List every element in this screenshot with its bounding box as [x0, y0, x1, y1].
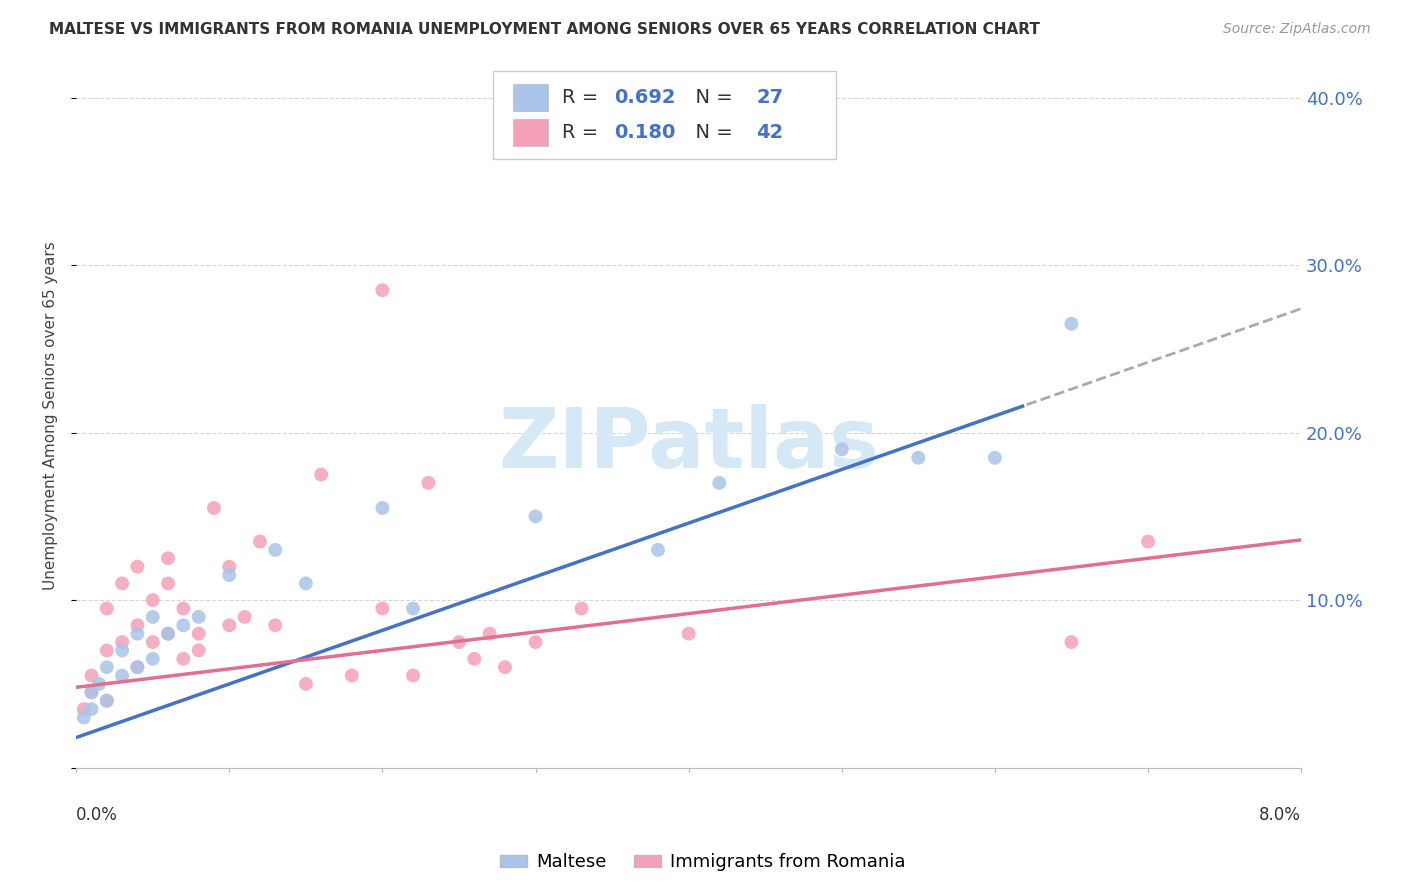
FancyBboxPatch shape	[513, 85, 548, 112]
Point	[678, 626, 700, 640]
Point	[157, 626, 180, 640]
Point	[80, 668, 103, 682]
Point	[402, 601, 425, 615]
Text: 27: 27	[756, 88, 783, 107]
Legend: Maltese, Immigrants from Romania: Maltese, Immigrants from Romania	[494, 847, 912, 879]
Point	[1060, 317, 1083, 331]
Text: ZIPatlas: ZIPatlas	[498, 403, 879, 484]
Point	[264, 542, 287, 557]
Point	[202, 501, 225, 516]
Point	[127, 559, 149, 574]
Point	[218, 568, 240, 582]
Text: 42: 42	[756, 123, 783, 142]
Point	[340, 668, 363, 682]
Text: Source: ZipAtlas.com: Source: ZipAtlas.com	[1223, 22, 1371, 37]
Point	[111, 635, 134, 649]
Point	[494, 660, 516, 674]
Point	[127, 618, 149, 632]
Point	[1060, 635, 1083, 649]
Point	[524, 509, 547, 524]
Point	[96, 601, 118, 615]
Point	[96, 660, 118, 674]
Point	[127, 626, 149, 640]
Point	[647, 542, 669, 557]
Point	[709, 475, 731, 490]
Point	[142, 635, 165, 649]
Point	[447, 635, 470, 649]
Text: N =: N =	[682, 88, 738, 107]
Point	[80, 702, 103, 716]
Point	[295, 677, 318, 691]
Y-axis label: Unemployment Among Seniors over 65 years: Unemployment Among Seniors over 65 years	[44, 242, 58, 591]
Point	[309, 467, 332, 482]
Point	[111, 576, 134, 591]
Text: 0.0%: 0.0%	[76, 806, 118, 824]
Point	[111, 668, 134, 682]
Text: MALTESE VS IMMIGRANTS FROM ROMANIA UNEMPLOYMENT AMONG SENIORS OVER 65 YEARS CORR: MALTESE VS IMMIGRANTS FROM ROMANIA UNEMP…	[49, 22, 1040, 37]
Point	[187, 610, 209, 624]
FancyBboxPatch shape	[513, 119, 548, 145]
Point	[524, 635, 547, 649]
Point	[157, 626, 180, 640]
FancyBboxPatch shape	[492, 71, 835, 159]
Point	[172, 652, 194, 666]
Point	[142, 610, 165, 624]
Point	[187, 643, 209, 657]
Point	[571, 601, 593, 615]
Point	[402, 668, 425, 682]
Point	[127, 660, 149, 674]
Text: 8.0%: 8.0%	[1260, 806, 1301, 824]
Text: 0.692: 0.692	[614, 88, 675, 107]
Point	[96, 694, 118, 708]
Text: R =: R =	[562, 88, 605, 107]
Point	[478, 626, 501, 640]
Text: N =: N =	[682, 123, 738, 142]
Point	[249, 534, 271, 549]
Point	[831, 442, 853, 457]
Point	[142, 652, 165, 666]
Point	[907, 450, 929, 465]
Point	[218, 618, 240, 632]
Point	[418, 475, 440, 490]
Point	[80, 685, 103, 699]
Point	[157, 551, 180, 566]
Point	[172, 601, 194, 615]
Point	[218, 559, 240, 574]
Point	[111, 643, 134, 657]
Point	[187, 626, 209, 640]
Point	[233, 610, 256, 624]
Point	[127, 660, 149, 674]
Point	[89, 677, 111, 691]
Point	[96, 694, 118, 708]
Text: 0.180: 0.180	[614, 123, 675, 142]
Point	[172, 618, 194, 632]
Point	[371, 283, 394, 297]
Point	[96, 643, 118, 657]
Point	[371, 601, 394, 615]
Point	[157, 576, 180, 591]
Point	[1137, 534, 1160, 549]
Text: R =: R =	[562, 123, 605, 142]
Point	[371, 501, 394, 516]
Point	[295, 576, 318, 591]
Point	[73, 702, 96, 716]
Point	[80, 685, 103, 699]
Point	[264, 618, 287, 632]
Point	[984, 450, 1007, 465]
Point	[142, 593, 165, 607]
Point	[73, 710, 96, 724]
Point	[463, 652, 485, 666]
